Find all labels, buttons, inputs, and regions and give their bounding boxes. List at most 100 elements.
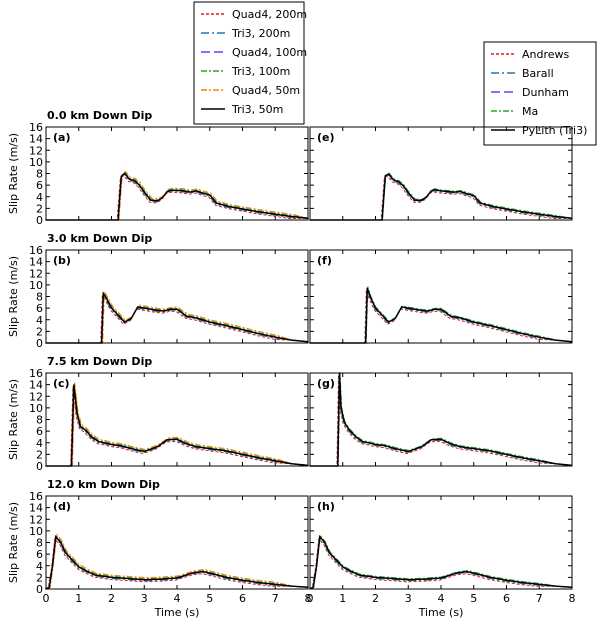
x-tick-label: 1 (75, 592, 82, 605)
panel-frame (309, 126, 573, 221)
series-line (46, 533, 310, 590)
series-line (310, 534, 573, 590)
x-tick-label: 7 (536, 592, 543, 605)
y-tick-label: 4 (36, 314, 43, 327)
series-line (46, 291, 309, 344)
y-tick-label: 14 (29, 256, 43, 269)
row-title: 3.0 km Down Dip (47, 232, 152, 245)
x-tick-label: 0 (43, 592, 50, 605)
row-title: 0.0 km Down Dip (47, 109, 152, 122)
y-tick-label: 12 (29, 513, 43, 526)
panel-label: (a) (53, 131, 70, 144)
series-line (309, 535, 573, 590)
series-line (45, 536, 308, 590)
x-tick-label: 1 (339, 592, 346, 605)
series-line (46, 384, 309, 467)
y-tick-label: 6 (36, 425, 43, 438)
panel-label: (f) (317, 254, 332, 267)
series-line (310, 372, 573, 467)
legend_left-box (193, 1, 305, 125)
y-tick-label: 10 (29, 402, 43, 415)
panel: 0 1 2 3 4 5 6 7 8 (h) Time (s) (307, 495, 576, 619)
series-line (309, 375, 572, 467)
panel-label: (e) (317, 131, 335, 144)
panel-label: (b) (53, 254, 71, 267)
y-tick-label: 12 (29, 390, 43, 403)
x-tick-label: 4 (438, 592, 445, 605)
legend_left-entry: Quad4, 50m (232, 84, 300, 97)
y-tick-label: 8 (36, 168, 43, 181)
y-tick-label: 16 (29, 121, 43, 134)
y-tick-label: 16 (29, 244, 43, 257)
series-line (308, 537, 572, 590)
y-axis-label: Slip Rate (m/s) (7, 256, 20, 337)
y-tick-label: 2 (36, 571, 43, 584)
panel-label: (g) (317, 377, 335, 390)
panel-frame (309, 372, 573, 467)
y-tick-label: 10 (29, 525, 43, 538)
y-tick-label: 6 (36, 302, 43, 315)
series-line (47, 289, 310, 344)
x-axis-label: Time (s) (154, 606, 200, 619)
x-axis-label: Time (s) (418, 606, 464, 619)
x-tick-label: 6 (239, 592, 246, 605)
series-line (309, 175, 572, 221)
panel-label: (d) (53, 500, 71, 513)
series-line (310, 287, 573, 344)
panel-label: (c) (53, 377, 70, 390)
y-tick-label: 16 (29, 367, 43, 380)
series-line (310, 286, 573, 344)
x-tick-label: 3 (141, 592, 148, 605)
x-tick-label: 8 (305, 592, 312, 605)
series-line (46, 290, 309, 344)
series-line (309, 536, 572, 590)
y-tick-label: 16 (29, 490, 43, 503)
series-line (310, 371, 573, 467)
y-tick-label: 0 (36, 460, 43, 473)
y-tick-label: 10 (29, 156, 43, 169)
y-tick-label: 8 (36, 414, 43, 427)
y-axis-label: Slip Rate (m/s) (7, 502, 20, 583)
y-axis-label: Slip Rate (m/s) (7, 133, 20, 214)
series-line (45, 534, 309, 590)
series-line (45, 294, 308, 344)
legend_right-entry: Ma (522, 105, 538, 118)
y-tick-label: 2 (36, 448, 43, 461)
legend_left-entry: Quad4, 100m (232, 46, 307, 59)
series-line (309, 373, 572, 467)
y-tick-label: 12 (29, 267, 43, 280)
panel: (e) (309, 126, 573, 221)
y-tick-label: 14 (29, 379, 43, 392)
series-line (46, 172, 309, 221)
x-tick-label: 2 (372, 592, 379, 605)
legend_left-entry: Tri3, 100m (231, 65, 290, 78)
legend_right-entry: Andrews (522, 48, 570, 61)
y-tick-label: 10 (29, 279, 43, 292)
series-line (45, 385, 308, 467)
y-tick-label: 4 (36, 191, 43, 204)
series-line (46, 384, 309, 467)
panel-frame (309, 249, 573, 344)
y-tick-label: 6 (36, 179, 43, 192)
y-tick-label: 0 (36, 214, 43, 227)
series-line (309, 174, 572, 221)
series-line (309, 288, 572, 344)
y-tick-label: 2 (36, 325, 43, 338)
x-tick-label: 3 (405, 592, 412, 605)
panel: (g) (309, 371, 573, 467)
series-line (310, 372, 573, 467)
series-line (45, 173, 308, 221)
y-tick-label: 14 (29, 502, 43, 515)
legend_right-entry: Barall (522, 67, 554, 80)
y-tick-label: 0 (36, 337, 43, 350)
y-tick-label: 8 (36, 537, 43, 550)
series-line (45, 292, 308, 344)
series-line (44, 537, 308, 590)
x-tick-label: 2 (108, 592, 115, 605)
legend_right-box (483, 41, 597, 146)
series-line (47, 382, 310, 467)
y-axis-label: Slip Rate (m/s) (7, 379, 20, 460)
